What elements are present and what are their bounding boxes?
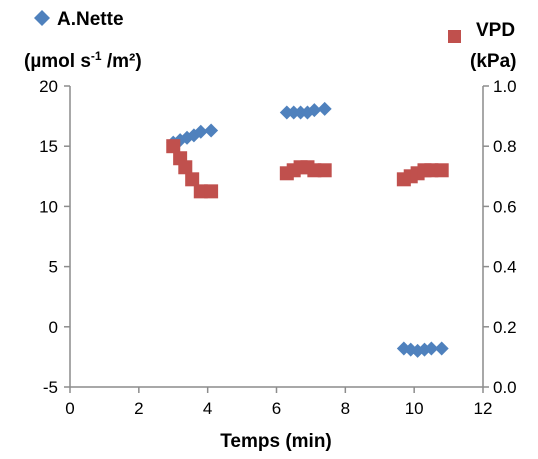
x-tick-label: 10 — [405, 399, 424, 418]
left-y-tick-label: 10 — [39, 197, 58, 216]
axes-layer: 0 2 4 6 8 10 12 -5 0 5 10 15 20 0.0 0.2 0.4 0.6 0.8 1.0 — [39, 77, 517, 418]
right-y-tick-label: 0.0 — [493, 378, 517, 397]
left-y-tick-label: 20 — [39, 77, 58, 96]
legend-label-anette: A.Nette — [57, 9, 124, 30]
vpd-point — [204, 184, 219, 199]
x-tick-label: 6 — [272, 399, 281, 418]
right-axis-unit-label: (kPa) — [470, 51, 516, 72]
right-y-tick-label: 0.4 — [493, 258, 517, 277]
legend-marker-anette — [34, 10, 50, 26]
anette-point — [434, 341, 449, 356]
vpd-point — [178, 160, 193, 175]
left-y-tick-label: 5 — [49, 258, 58, 277]
left-y-tick-label: 0 — [49, 318, 58, 337]
vpd-point — [434, 163, 449, 178]
x-tick-label: 12 — [474, 399, 493, 418]
anette-point — [204, 123, 219, 138]
anette-point — [317, 101, 332, 116]
legend-layer: A.Nette (µmol s-1 /m²) VPD (kPa) — [24, 9, 516, 72]
x-tick-label: 0 — [65, 399, 74, 418]
x-tick-label: 4 — [203, 399, 212, 418]
legend-marker-vpd — [448, 30, 461, 43]
vpd-point — [185, 172, 200, 187]
x-tick-label: 2 — [134, 399, 143, 418]
x-axis-title: Temps (min) — [220, 431, 332, 452]
left-y-tick-label: 15 — [39, 137, 58, 156]
vpd-point — [317, 163, 332, 178]
anette-point — [424, 341, 439, 356]
right-y-tick-label: 0.6 — [493, 197, 517, 216]
marks-layer — [166, 101, 449, 358]
anette-point — [193, 124, 208, 139]
vpd-point — [166, 139, 181, 154]
legend-label-vpd: VPD — [476, 20, 515, 41]
x-tick-label: 8 — [341, 399, 350, 418]
left-y-tick-label: -5 — [43, 378, 58, 397]
anette-point — [307, 103, 322, 118]
left-axis-unit-label: (µmol s-1 /m²) — [24, 49, 142, 72]
right-y-tick-label: 0.2 — [493, 318, 517, 337]
right-y-tick-label: 1.0 — [493, 77, 517, 96]
right-y-tick-label: 0.8 — [493, 137, 517, 156]
